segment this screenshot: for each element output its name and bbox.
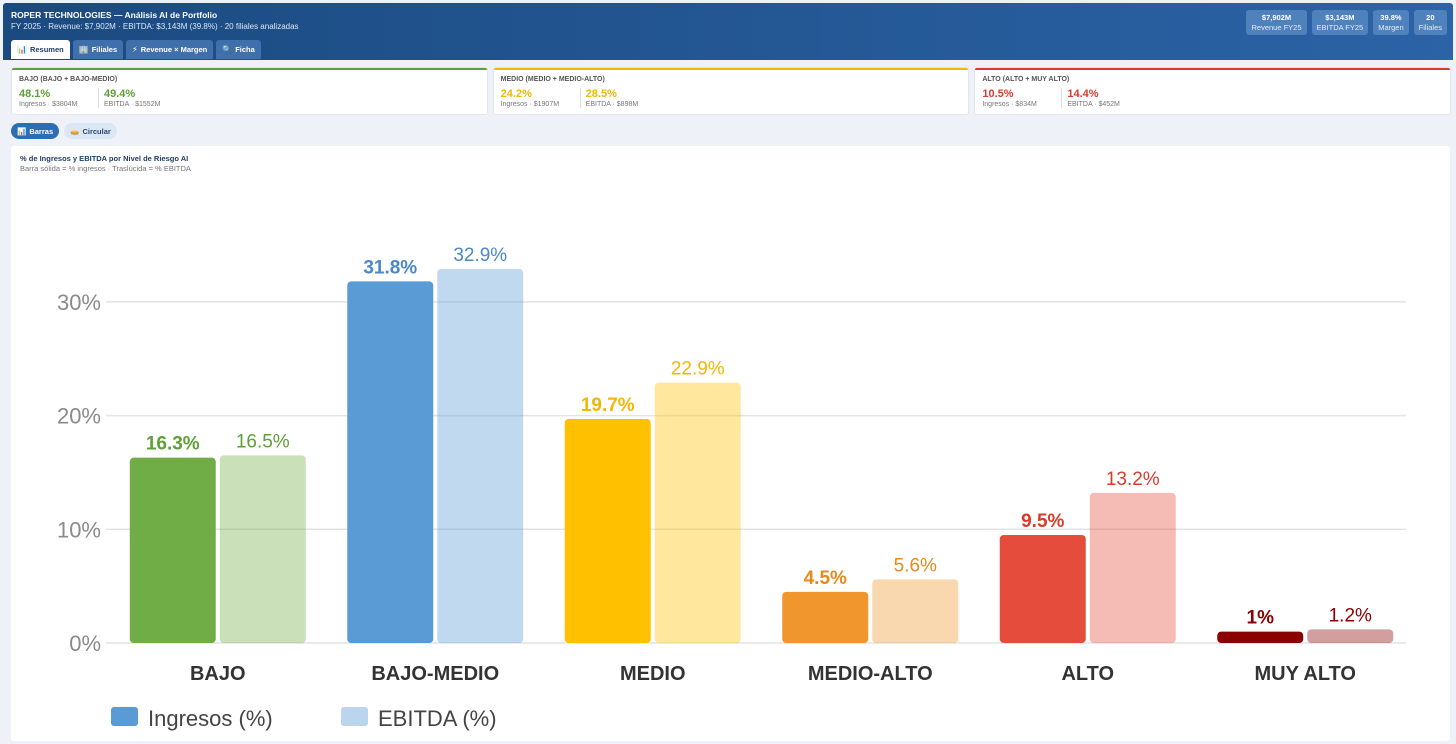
bar-ingresos [129,457,216,643]
x-tick-label: MEDIO [620,663,686,685]
x-tick-label: BAJO-MEDIO [371,663,499,685]
ebitda-label: EBITDA · $898M [585,101,639,108]
chart-title: % de Ingresos y EBITDA por Nivel de Ries… [20,154,189,163]
toggle-label: Circular [82,126,111,136]
bar-ebitda [219,455,306,643]
ebitda-pct: 28.5% [585,88,617,100]
bar-chart-icon: 📊 [17,45,27,54]
data-label-ebitda: 5.6% [894,555,937,576]
card-bajo: BAJO (BAJO + BAJO-MEDIO) 48.1% Ingresos … [11,67,488,115]
lightning-icon: ⚡ [132,45,138,54]
ebitda-label: EBITDA · $1552M [104,101,161,108]
tab-filiales[interactable]: 🏢 Filiales [72,40,124,59]
tab-ficha[interactable]: 🔍 Ficha [216,40,261,59]
card-ebitda-metric: 49.4% EBITDA · $1552M [98,88,160,108]
chart-type-toggle: 📊 Barras 🥧 Circular [11,123,117,139]
card-alto: ALTO (ALTO + MUY ALTO) 10.5% Ingresos · … [974,67,1452,115]
ebitda-label: EBITDA · $452M [1067,101,1120,108]
bar-ingresos [999,534,1086,643]
card-accent-bar [493,68,969,70]
card-title: MEDIO (MEDIO + MEDIO-ALTO) [500,76,605,83]
legend-swatch [111,707,138,726]
bar-ingresos [564,419,651,643]
app-title: ROPER TECHNOLOGIES — Análisis AI de Port… [11,10,218,20]
x-tick-label: BAJO [190,663,246,685]
toggle-barras[interactable]: 📊 Barras [11,123,60,139]
main-tabs: 📊 Resumen 🏢 Filiales ⚡ Revenue × Margen … [11,40,261,59]
y-tick-label: 0% [69,631,101,656]
risk-summary-cards: BAJO (BAJO + BAJO-MEDIO) 48.1% Ingresos … [11,67,1452,115]
card-title: ALTO (ALTO + MUY ALTO) [982,76,1070,83]
toggle-circular[interactable]: 🥧 Circular [64,123,117,139]
card-accent-bar [975,68,1451,70]
y-tick-label: 30% [57,290,101,315]
data-label-ebitda: 1.2% [1329,605,1372,626]
magnifier-icon: 🔍 [222,45,233,54]
ebitda-pct: 49.4% [104,88,136,100]
bar-ingresos [782,591,869,643]
bar-chart-icon: 📊 [17,126,27,136]
revenue-pct: 24.2% [500,88,532,100]
tab-label: Revenue × Margen [140,45,208,54]
bar-chart: 0% 10% 20% 30% 16.3% 16.5% BAJO 31.8% 32.9% BAJO-… [57,245,1406,731]
data-label-ingresos: 9.5% [1021,511,1064,532]
chart-panel: 0% 10% 20% 30% 16.3% 16.5% BAJO 31.8% 32.9% BAJO-… [11,146,1450,741]
tab-resumen[interactable]: 📊 Resumen [11,40,70,59]
chart-subtitle: Barra sólida = % ingresos · Traslúcida =… [20,164,191,173]
bar-ebitda [872,579,959,643]
bar-ingresos [1217,631,1304,643]
bar-ingresos [347,281,434,643]
card-medio: MEDIO (MEDIO + MEDIO-ALTO) 24.2% Ingreso… [492,67,970,115]
revenue-pct: 48.1% [19,88,51,100]
data-label-ingresos: 1% [1247,608,1275,629]
card-revenue-metric: 10.5% Ingresos · $834M [982,88,1036,108]
toggle-label: Barras [29,126,54,136]
card-revenue-metric: 48.1% Ingresos · $3804M [19,88,77,108]
x-tick-label: MUY ALTO [1255,663,1356,685]
y-tick-label: 20% [57,404,101,429]
tab-revenue-margen[interactable]: ⚡ Revenue × Margen [126,40,214,59]
bar-ebitda [1307,629,1394,643]
bar-ebitda [437,268,524,643]
data-label-ebitda: 22.9% [671,359,725,380]
revenue-label: Ingresos · $834M [982,101,1037,108]
legend-swatch [341,707,368,726]
legend-label: EBITDA (%) [378,706,497,731]
header-stats: $7,902M Revenue FY25 $3,143M EBITDA FY25… [1246,10,1447,35]
data-label-ingresos: 4.5% [804,568,847,589]
revenue-pct: 10.5% [982,88,1014,100]
pie-chart-icon: 🥧 [70,126,80,136]
data-label-ebitda: 32.9% [453,245,507,266]
card-ebitda-metric: 14.4% EBITDA · $452M [1061,88,1120,108]
card-accent-bar [12,68,487,70]
x-tick-label: MEDIO-ALTO [808,663,933,685]
bar-ebitda [1089,492,1176,643]
data-label-ingresos: 31.8% [363,257,417,278]
card-ebitda-metric: 28.5% EBITDA · $898M [579,88,639,108]
tab-label: Resumen [29,45,64,54]
revenue-label: Ingresos · $3804M [19,101,78,108]
building-icon: 🏢 [78,45,89,54]
x-tick-label: ALTO [1061,663,1114,685]
tab-label: Ficha [235,45,255,54]
tab-label: Filiales [91,45,118,54]
legend-label: Ingresos (%) [148,706,273,731]
app-subtitle: FY 2025 · Revenue: $7,902M · EBITDA: $3,… [11,22,299,31]
data-label-ingresos: 16.3% [146,434,200,455]
stat-ebitda: $3,143M EBITDA FY25 [1311,10,1369,35]
revenue-label: Ingresos · $1907M [500,101,560,108]
bar-ebitda [654,382,741,643]
data-label-ingresos: 19.7% [581,395,635,416]
y-tick-label: 10% [57,517,101,542]
data-label-ebitda: 16.5% [236,431,290,452]
stat-margin: 39.8% Margen [1373,10,1409,35]
stat-subsidiaries: 20 Filiales [1413,10,1447,35]
stat-revenue: $7,902M Revenue FY25 [1246,10,1307,35]
data-label-ebitda: 13.2% [1106,469,1160,490]
ebitda-pct: 14.4% [1067,88,1099,100]
card-revenue-metric: 24.2% Ingresos · $1907M [501,88,559,108]
card-title: BAJO (BAJO + BAJO-MEDIO) [19,76,118,83]
